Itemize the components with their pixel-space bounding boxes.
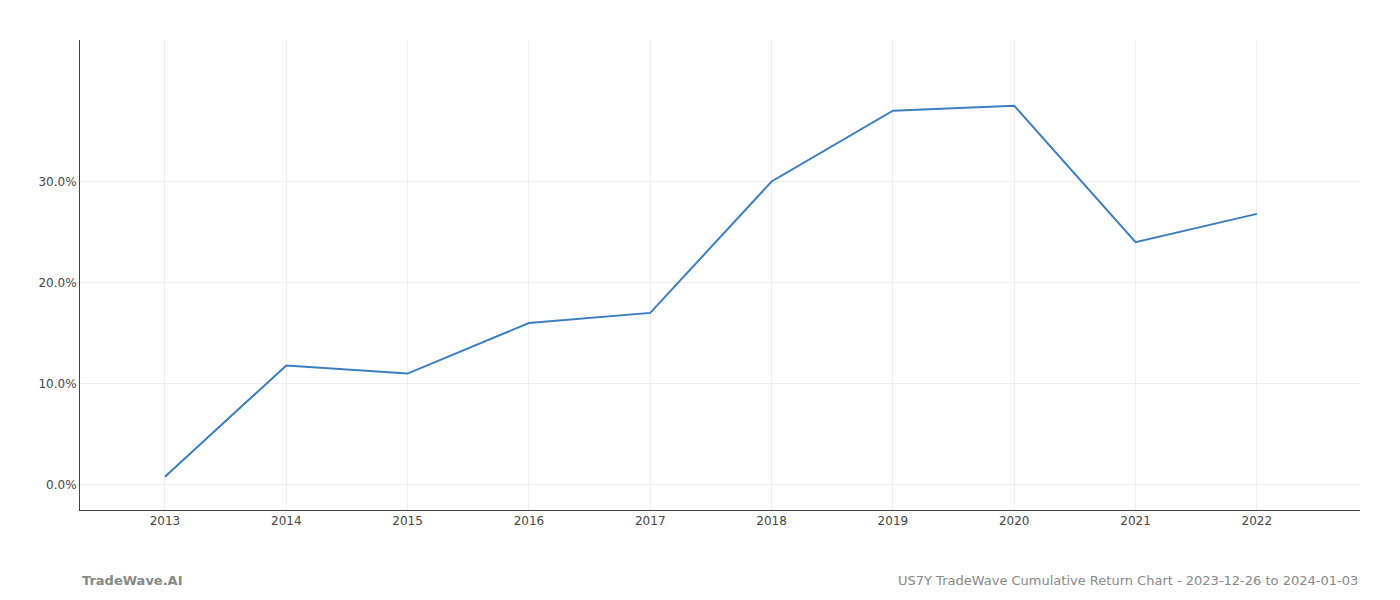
svg-text:US7Y TradeWave Cumulative Retu: US7Y TradeWave Cumulative Return Chart -… — [898, 573, 1358, 588]
svg-text:20.0%: 20.0% — [38, 276, 76, 290]
svg-text:0.0%: 0.0% — [46, 478, 77, 492]
svg-text:2018: 2018 — [756, 514, 787, 528]
svg-text:2020: 2020 — [999, 514, 1030, 528]
svg-text:2022: 2022 — [1242, 514, 1273, 528]
svg-text:2021: 2021 — [1120, 514, 1151, 528]
svg-text:10.0%: 10.0% — [38, 377, 76, 391]
svg-text:2013: 2013 — [150, 514, 181, 528]
svg-text:2015: 2015 — [392, 514, 423, 528]
svg-text:2016: 2016 — [514, 514, 545, 528]
svg-text:30.0%: 30.0% — [38, 175, 76, 189]
svg-text:2014: 2014 — [271, 514, 302, 528]
svg-text:TradeWave.AI: TradeWave.AI — [82, 573, 183, 588]
svg-text:2017: 2017 — [635, 514, 666, 528]
svg-text:2019: 2019 — [878, 514, 909, 528]
